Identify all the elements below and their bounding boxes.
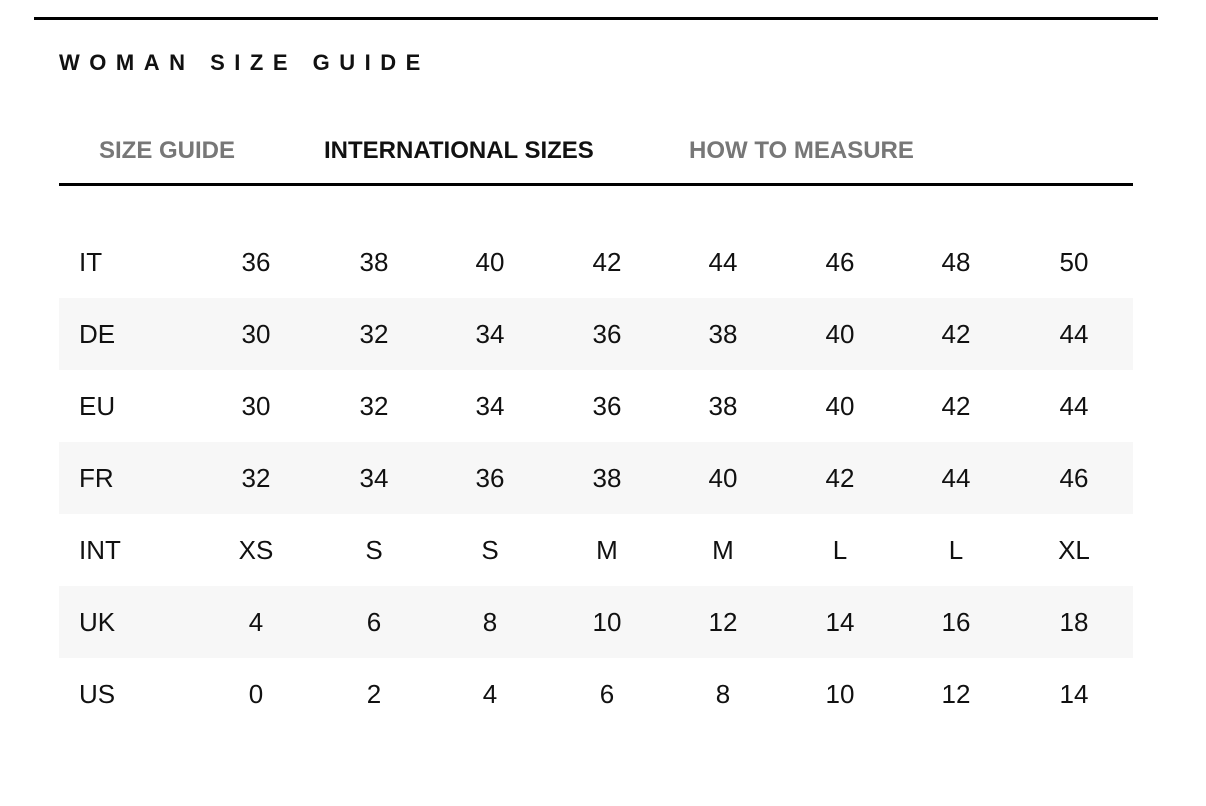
table-row: INT XS S S M M L L XL: [59, 514, 1133, 586]
size-cell: S: [481, 535, 499, 565]
row-label: UK: [79, 607, 116, 637]
top-divider: [34, 17, 1158, 20]
size-cell: 6: [366, 607, 382, 637]
size-cell: 38: [592, 463, 622, 493]
tab-divider: [59, 183, 1133, 186]
size-cell: 44: [1059, 391, 1089, 421]
row-label: FR: [79, 463, 114, 493]
size-cell: 4: [248, 607, 264, 637]
size-cell: 12: [941, 679, 971, 709]
tab-size-guide[interactable]: SIZE GUIDE: [99, 137, 236, 164]
table-row: IT 36 38 40 42 44 46 48 50: [59, 226, 1133, 298]
size-cell: 36: [475, 463, 505, 493]
size-cell: 34: [475, 391, 505, 421]
size-cell: 34: [475, 319, 505, 349]
size-cell: 36: [592, 319, 622, 349]
size-cell: 2: [366, 679, 382, 709]
size-cell: 14: [1059, 679, 1089, 709]
size-cell: 40: [825, 319, 855, 349]
size-cell: XS: [238, 535, 274, 565]
size-cell: L: [948, 535, 964, 565]
table-row: UK 4 6 8 10 12 14 16 18: [59, 586, 1133, 658]
size-cell: 48: [941, 247, 971, 277]
size-cell: 32: [359, 319, 389, 349]
size-cell: 4: [482, 679, 498, 709]
size-cell: 44: [708, 247, 738, 277]
size-cell: 10: [825, 679, 855, 709]
size-cell: 38: [708, 319, 738, 349]
row-label: US: [79, 679, 116, 709]
size-cell: 16: [941, 607, 971, 637]
size-cell: 44: [941, 463, 971, 493]
size-cell: 40: [708, 463, 738, 493]
size-cell: 46: [825, 247, 855, 277]
size-cell: M: [596, 535, 618, 565]
size-cell: 32: [241, 463, 271, 493]
size-cell: 34: [359, 463, 389, 493]
size-cell: S: [365, 535, 383, 565]
table-row: FR 32 34 36 38 40 42 44 46: [59, 442, 1133, 514]
size-cell: 0: [248, 679, 264, 709]
row-label: IT: [79, 247, 103, 277]
size-cell: 50: [1059, 247, 1089, 277]
size-cell: 30: [241, 319, 271, 349]
size-cell: 38: [359, 247, 389, 277]
table-row: EU 30 32 34 36 38 40 42 44: [59, 370, 1133, 442]
size-table: IT 36 38 40 42 44 46 48 50 DE 30 32 34 36 38 40 42 44 EU 30…: [59, 226, 1133, 730]
page-title: WOMAN SIZE GUIDE: [59, 50, 430, 75]
size-cell: 18: [1059, 607, 1089, 637]
size-cell: 12: [708, 607, 738, 637]
size-cell: 38: [708, 391, 738, 421]
size-cell: 32: [359, 391, 389, 421]
table-row: DE 30 32 34 36 38 40 42 44: [59, 298, 1133, 370]
size-cell: M: [712, 535, 734, 565]
size-cell: 46: [1059, 463, 1089, 493]
size-cell: 40: [475, 247, 505, 277]
row-label: EU: [79, 391, 116, 421]
row-label: INT: [79, 535, 121, 565]
size-cell: 30: [241, 391, 271, 421]
tab-how-to-measure[interactable]: HOW TO MEASURE: [689, 137, 914, 164]
size-cell: 42: [941, 319, 971, 349]
size-cell: XL: [1058, 535, 1090, 565]
row-label: DE: [79, 319, 116, 349]
size-cell: 42: [941, 391, 971, 421]
size-cell: 36: [241, 247, 271, 277]
table-row: US 0 2 4 6 8 10 12 14: [59, 658, 1133, 730]
size-cell: 14: [825, 607, 855, 637]
size-cell: 40: [825, 391, 855, 421]
size-cell: 42: [592, 247, 622, 277]
size-cell: 8: [715, 679, 731, 709]
size-cell: 6: [599, 679, 615, 709]
size-cell: 42: [825, 463, 855, 493]
size-cell: 36: [592, 391, 622, 421]
tab-international-sizes[interactable]: INTERNATIONAL SIZES: [324, 137, 594, 164]
size-cell: 8: [482, 607, 498, 637]
size-cell: L: [832, 535, 848, 565]
size-cell: 44: [1059, 319, 1089, 349]
size-cell: 10: [592, 607, 622, 637]
